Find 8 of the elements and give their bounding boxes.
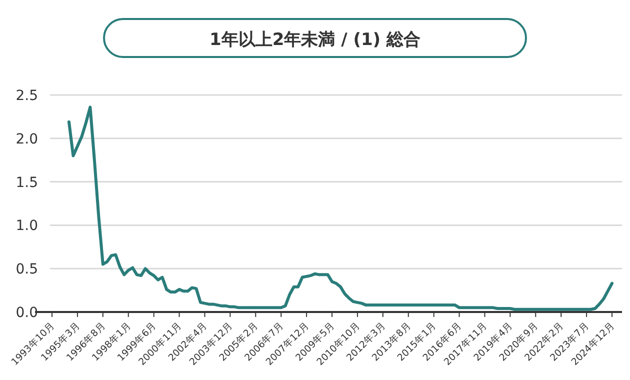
y-tick-label: 1.5: [16, 174, 38, 191]
y-tick-label: 2.0: [16, 131, 38, 148]
chart-title: 1年以上2年未満 / (1) 総合: [210, 30, 420, 50]
y-tick-label: 1.0: [16, 218, 38, 234]
y-tick-label: 0.0: [16, 305, 38, 321]
y-tick-label: 2.5: [16, 88, 38, 104]
title: 1年以上2年未満 / (1) 総合: [103, 18, 527, 58]
y-tick-label: 0.5: [16, 262, 38, 278]
